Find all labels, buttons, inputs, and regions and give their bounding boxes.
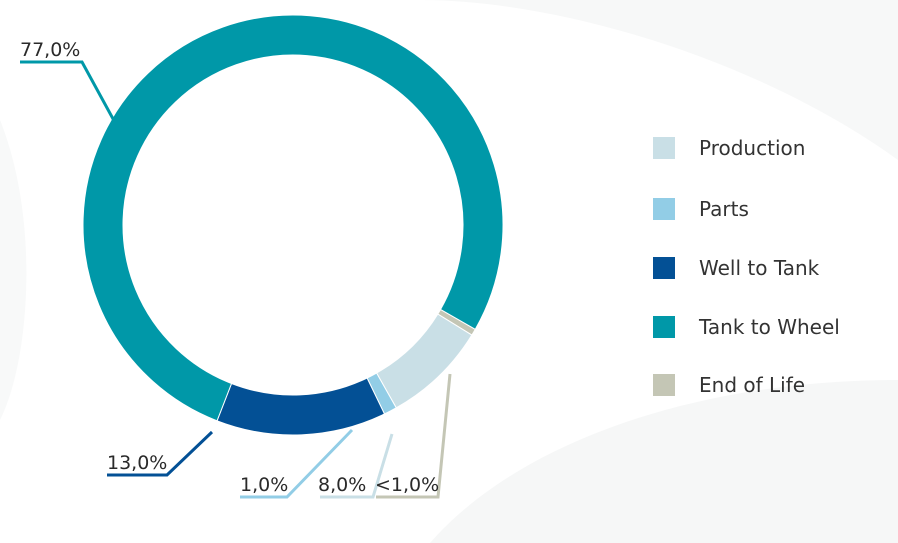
- legend-swatch-tank-to-wheel: [653, 316, 675, 338]
- data-label-well-to-tank: 13,0%: [107, 452, 167, 474]
- legend-swatch-end-of-life: [653, 374, 675, 396]
- leader-line-well-to-tank: [107, 430, 214, 477]
- data-labels: 77,0% 13,0% 1,0% 8,0% <1,0%: [20, 39, 439, 496]
- data-label-end-of-life: <1,0%: [375, 474, 439, 496]
- donut-segment-tank-to-wheel: [82, 14, 504, 422]
- legend-swatch-production: [653, 137, 675, 159]
- legend-label-end-of-life: End of Life: [699, 373, 805, 397]
- leader-line-parts: [240, 428, 354, 499]
- data-label-parts: 1,0%: [240, 474, 288, 496]
- data-label-production: 8,0%: [318, 474, 366, 496]
- leader-line-tank-to-wheel: [20, 60, 120, 129]
- legend-swatch-well-to-tank: [653, 257, 675, 279]
- legend-label-parts: Parts: [699, 197, 749, 221]
- legend-label-well-to-tank: Well to Tank: [699, 256, 820, 280]
- data-label-tank-to-wheel: 77,0%: [20, 39, 80, 61]
- leader-lines: [20, 60, 452, 499]
- donut-chart: [82, 14, 504, 436]
- legend: Production Parts Well to Tank Tank to Wh…: [653, 136, 840, 397]
- donut-segment-well-to-tank: [216, 377, 386, 436]
- donut-segment-production: [375, 313, 473, 409]
- leader-line-production: [320, 433, 394, 499]
- leader-line-end-of-life: [376, 373, 452, 499]
- legend-label-production: Production: [699, 136, 805, 160]
- legend-label-tank-to-wheel: Tank to Wheel: [698, 315, 840, 339]
- legend-swatch-parts: [653, 198, 675, 220]
